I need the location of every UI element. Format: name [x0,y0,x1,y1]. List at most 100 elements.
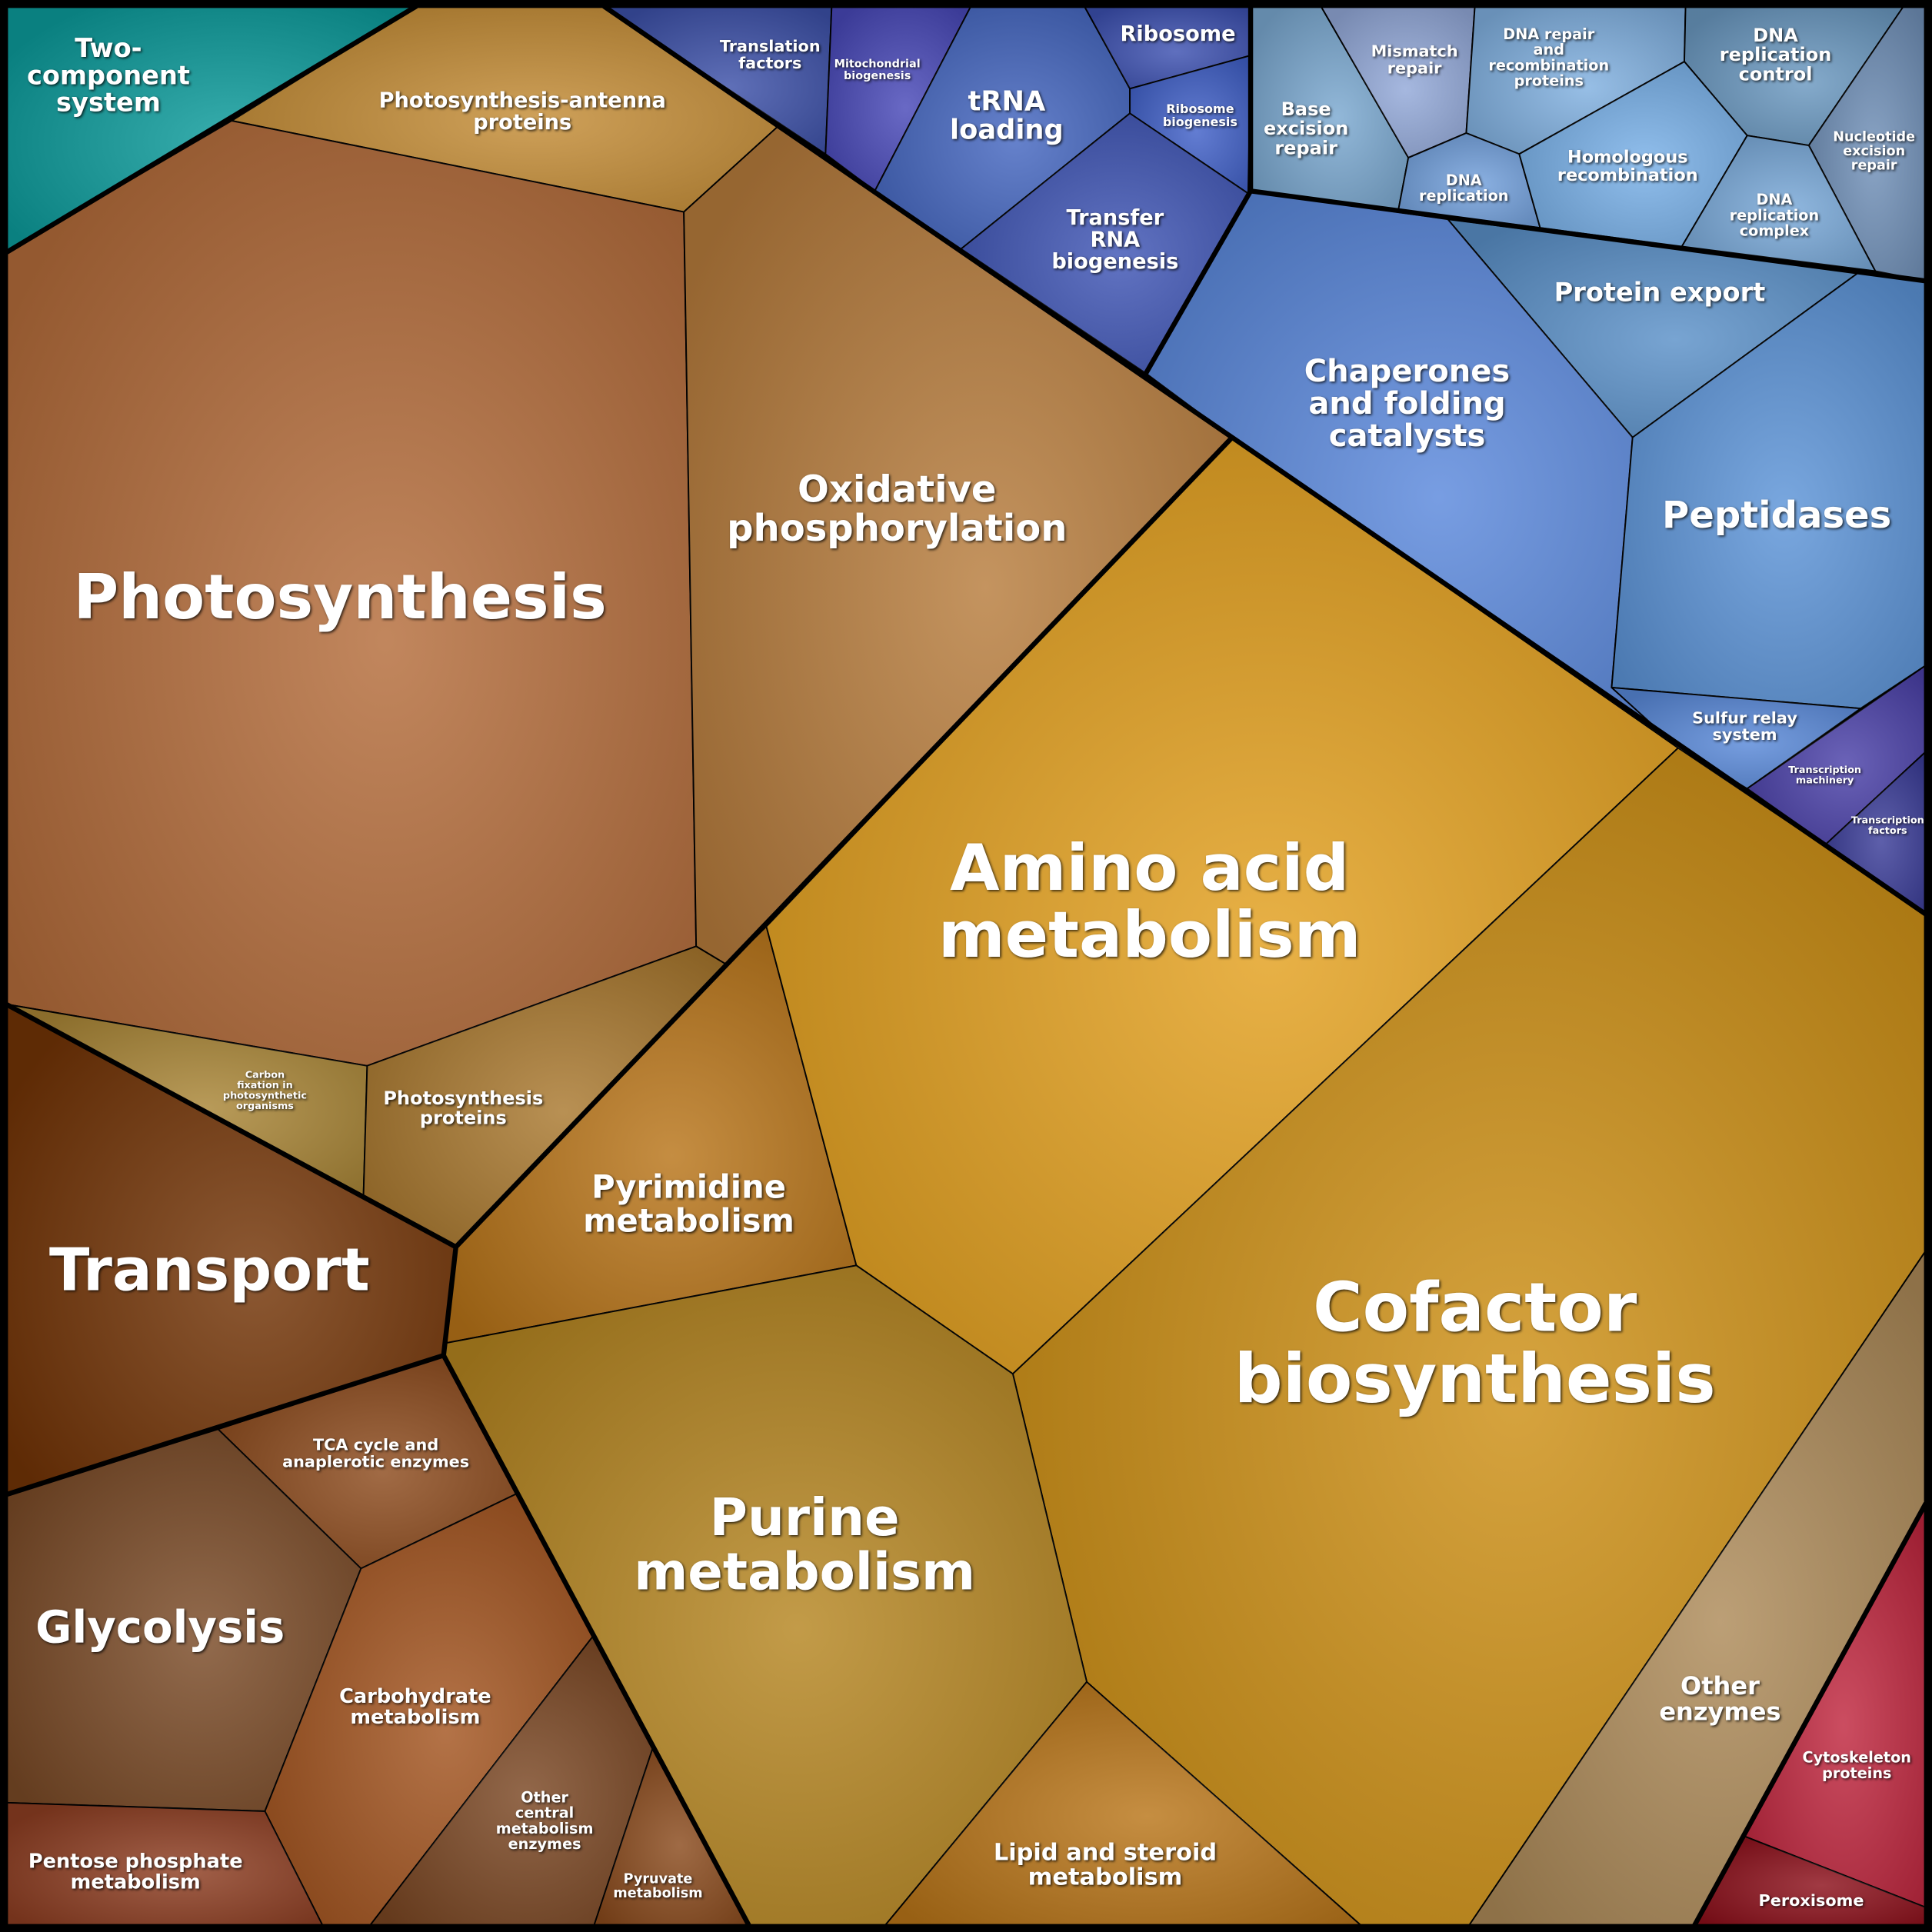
cell-label-line: Pyrimidine [591,1168,786,1206]
cell-label-line: factors [1868,825,1907,837]
cell-shade [1398,133,1541,228]
cell-label-line: Translation [720,37,821,55]
cell-label: Nucleotide excision repair [1833,130,1915,174]
cell-label: TCA cycle and anaplerotic enzymes [282,1435,469,1471]
cell-label-line: photosynthetic [223,1090,307,1101]
cell-label-line: central [515,1804,574,1821]
cell-label-line: biosynthesis [1234,1339,1716,1418]
cell-shade [445,926,857,1344]
cell-label-line: recombination [1488,56,1609,74]
cell-shade [1130,55,1251,194]
cell-shade [874,6,1131,249]
cell-shade [884,1681,1362,1926]
cell-label-line: proteins [473,111,571,135]
cell-label-line: and [1534,41,1564,58]
cell-label: Pentose phosphate metabolism [28,1850,243,1894]
cell-label: Photosynthesis proteins [383,1088,543,1128]
cell-label: Transcription factors [1851,814,1924,836]
cell-label: Homologous recombination [1557,147,1698,185]
cell-label-line: Purine [710,1487,900,1547]
cells [5,5,1927,1927]
cell-label-line: Transcription [1788,764,1861,775]
cell-label-line: Ribosome [1120,22,1235,45]
cell-label-line: Oxidative [798,468,996,511]
cell-label-line: Carbohydrate [339,1685,491,1708]
cell-label-line: machinery [1796,774,1854,786]
cell-label-line: metabolism [583,1201,794,1239]
cell-shade [6,1429,361,1811]
cell-label: DNA replication control [1720,25,1832,85]
cell-label-line: Pentose phosphate [28,1850,243,1874]
cell-label: Sulfur relay system [1692,708,1797,744]
cell-label-line: fixation in [237,1080,293,1091]
cell-label-line: Amino acid [950,831,1349,905]
cell-label-line: phosphorylation [727,507,1067,550]
cell-shade [6,1802,323,1926]
cell-label: Chaperones and folding catalysts [1304,354,1511,454]
cell-shade [265,1493,595,1926]
cell-label: Ribosome biogenesis [1163,102,1237,129]
cell-label-line: metabolism [350,1706,480,1729]
cell-label: Peptidases [1662,494,1891,537]
cell-label-line: Nucleotide [1833,130,1915,145]
cell-shade [1447,219,1861,438]
group-border [5,1001,458,1250]
cell-label: Glycolysis [35,1601,285,1653]
cell-label-line: Two- [75,33,142,63]
cell-label-line: recombination [1557,165,1698,185]
cell-label-line: Chaperones [1304,354,1511,389]
cell-label-line: Homologous [1567,147,1688,167]
group-border [1691,1501,1928,1927]
cell-label-line: Mitochondrial [834,58,921,71]
cell-label-line: repair [1274,137,1337,158]
cell-label-line: DNA [1446,172,1482,189]
cell-shade [363,946,728,1247]
cell-label-line: repair [1851,158,1897,174]
cell-label: Lipid and steroid metabolism [994,1839,1217,1890]
cell-shade [825,6,971,192]
cell-label: Cofactor biosynthesis [1234,1267,1716,1418]
group-border [5,4,418,255]
cell-shade [594,1747,750,1926]
cell-label-line: metabolism [938,898,1361,972]
cell-label-line: Photosynthesis [73,561,606,633]
cell-label-line: RNA [1090,228,1140,251]
cell-label-line: Cofactor [1313,1267,1637,1347]
cell-shade [1681,135,1876,271]
cell-label-line: Transport [49,1237,370,1305]
cell-label-line: organisms [236,1100,294,1111]
cell-label: Pyrimidine metabolism [583,1168,794,1240]
cell-label-line: anaplerotic enzymes [282,1452,469,1471]
cell-shade [684,125,1233,965]
cell-shade [766,437,1678,1374]
cell-label-line: excision [1843,144,1905,159]
cell-label-line: repair [1387,58,1442,77]
cell-label-line: loading [950,115,1064,146]
cell-label: Oxidative phosphorylation [727,468,1067,550]
cell-label-line: Carbon [245,1069,285,1081]
cell-label-line: proteins [1514,72,1584,89]
cell-label: Purine metabolism [634,1487,975,1601]
cell-label: Amino acid metabolism [938,831,1361,972]
cell-label-line: Photosynthesis [383,1088,543,1109]
cell-label-line: control [1739,63,1813,85]
cell-label-line: system [1712,725,1777,744]
cell-label: tRNA loading [950,86,1064,146]
cell-label-line: biogenesis [1051,249,1178,273]
cell-label-line: Pyruvate [624,1871,693,1887]
cell-shade [1321,6,1475,158]
cell-label-line: Ribosome [1166,102,1234,116]
cell-label: Two-component system [27,33,190,118]
cell-shade [232,6,779,212]
cell-shade [1145,191,1678,748]
cell-label-line: Cytoskeleton [1803,1748,1911,1766]
cell-label-line: Peroxisome [1759,1891,1864,1910]
cell-label: Photosynthesis-antenna proteins [379,88,666,135]
cell-shade [1611,687,1861,789]
cell-shade [369,1634,654,1926]
cell-label-line: metabolism [1028,1864,1183,1890]
cell-label-line: metabolism [613,1886,702,1901]
